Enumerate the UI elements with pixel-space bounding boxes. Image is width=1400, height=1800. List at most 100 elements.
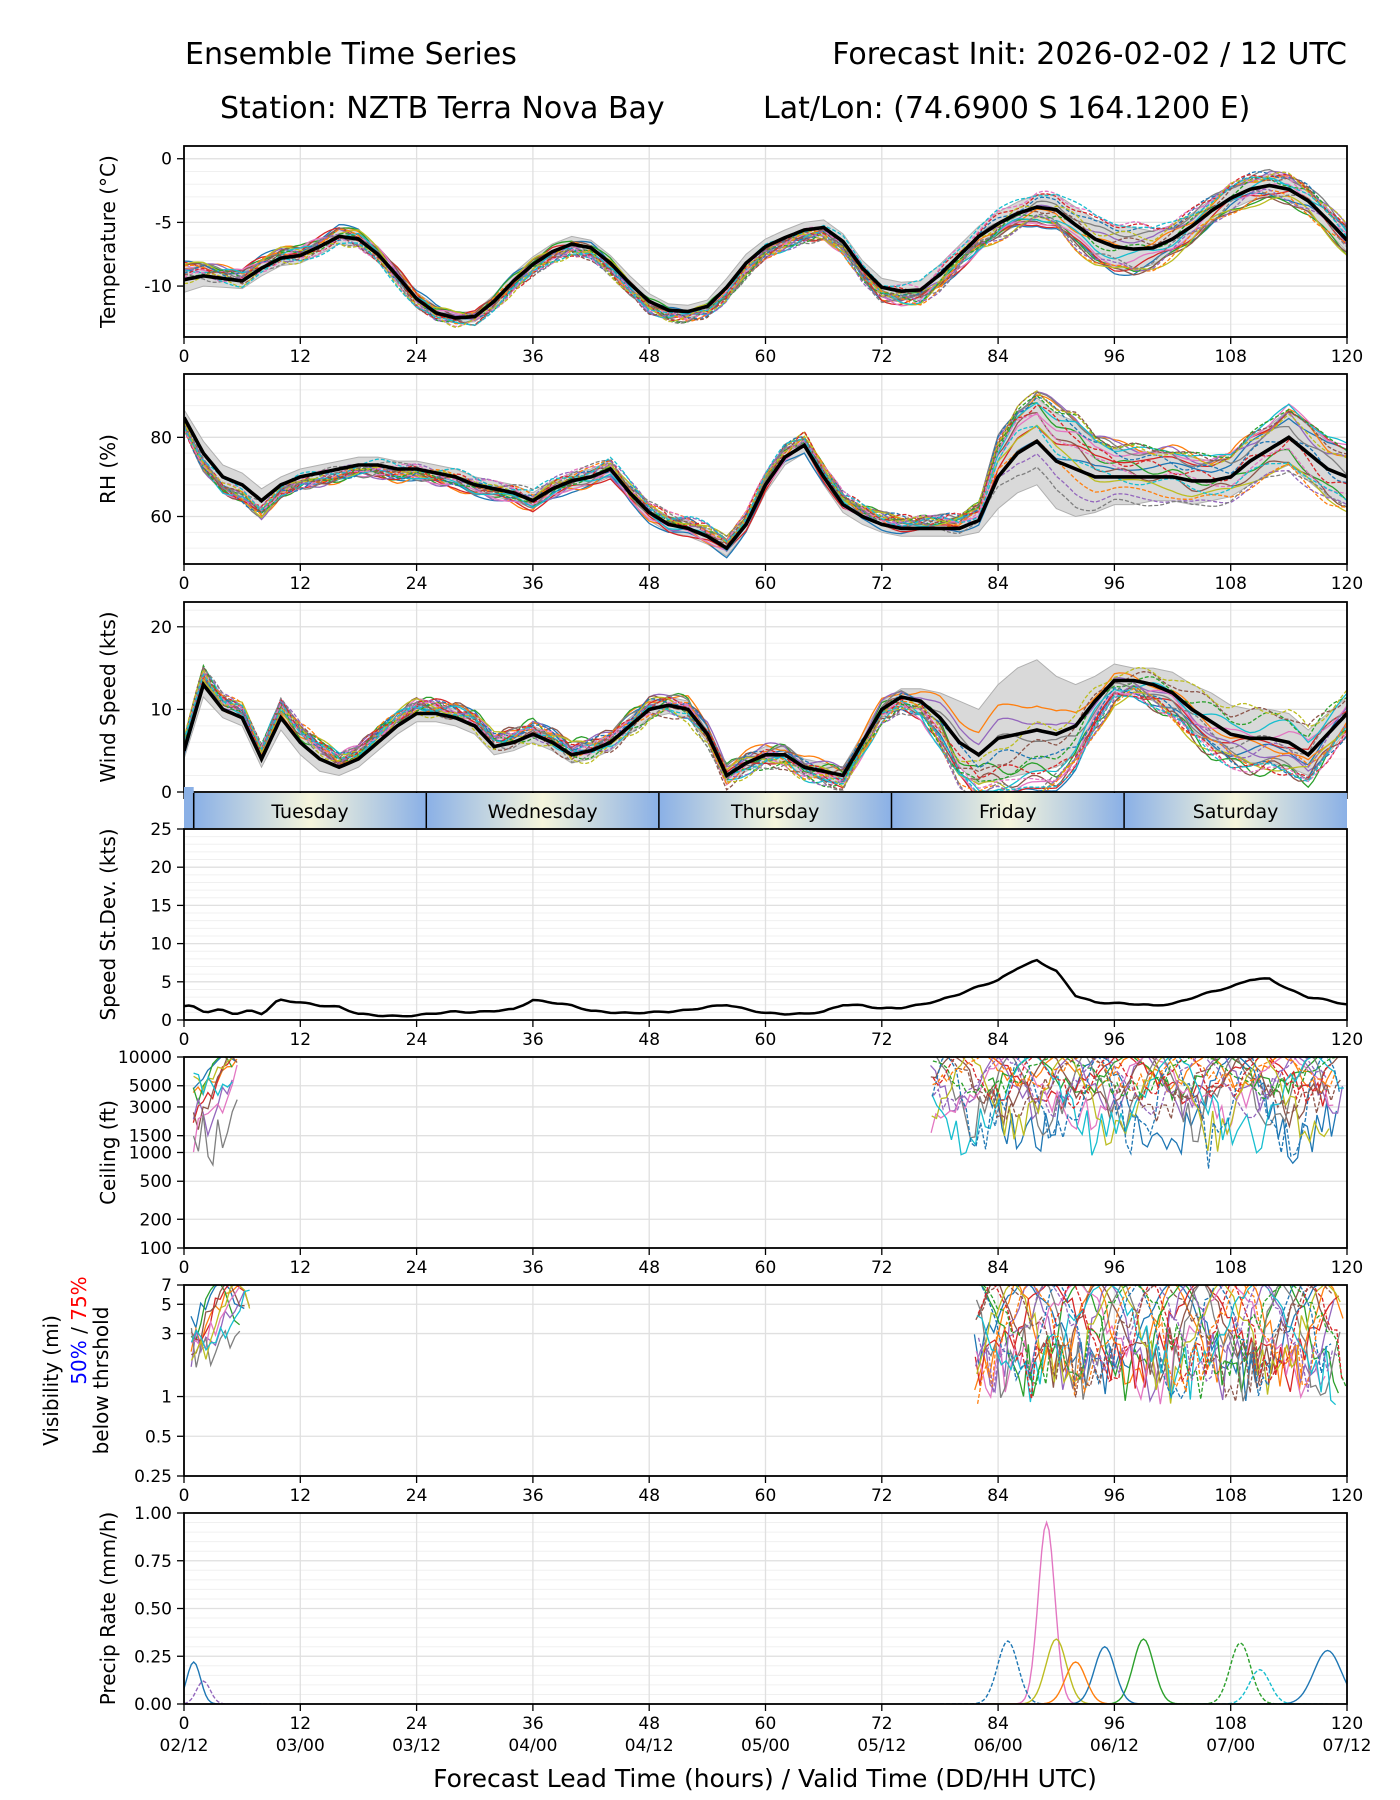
member-line: [193, 1072, 233, 1097]
valid-time-label: 06/12: [1090, 1736, 1139, 1756]
member-line: [184, 424, 1347, 537]
panel-frame: [183, 373, 1348, 565]
x-tick-label: 72: [871, 1258, 893, 1278]
ensemble-mean-line: [184, 678, 1347, 779]
y-tick-label: 1500: [129, 1127, 172, 1147]
x-tick-label: 96: [1104, 347, 1126, 367]
threshold-suffix: below thrshold: [89, 1307, 113, 1455]
plot-area-ceiling: [192, 1057, 1344, 1169]
y-axis-label: Temperature (°C): [96, 155, 120, 329]
x-tick-label: 108: [1214, 347, 1246, 367]
x-tick-label: 0: [179, 574, 190, 594]
x-tick-label: 96: [1104, 1714, 1126, 1734]
x-tick-label: 24: [406, 1030, 428, 1050]
day-band-lead: [184, 787, 194, 828]
y-tick-label: 5: [161, 973, 172, 993]
member-line: [192, 1099, 238, 1167]
x-tick-label: 0: [179, 1258, 190, 1278]
x-tick-label: 96: [1104, 1486, 1126, 1506]
x-tick-label: 36: [522, 1258, 544, 1278]
valid-time-label: 07/12: [1323, 1736, 1372, 1756]
stdev-line: [184, 958, 1347, 1018]
y-tick-label: 10: [150, 700, 172, 720]
member-line: [184, 664, 1347, 791]
member-line: [184, 673, 1347, 781]
member-line: [184, 176, 1347, 327]
x-tick-label: 108: [1214, 1030, 1246, 1050]
member-line: [977, 1285, 1343, 1400]
y-tick-label: 3: [161, 1325, 172, 1345]
x-tick-label: 60: [755, 1258, 777, 1278]
x-tick-label: 36: [522, 1486, 544, 1506]
plot-area-wind: [184, 659, 1347, 792]
y-tick-label: 20: [150, 618, 172, 638]
y-tick-label: 10: [150, 935, 172, 955]
x-tick-label: 120: [1331, 1714, 1363, 1734]
x-tick-label: 60: [755, 1714, 777, 1734]
member-line: [184, 425, 1347, 543]
x-tick-label: 72: [871, 574, 893, 594]
member-line: [184, 390, 1347, 545]
precip-member-line: [184, 1660, 262, 1704]
x-tick-label: 96: [1104, 1258, 1126, 1278]
member-line: [192, 1057, 238, 1130]
ensemble-mean-line: [184, 183, 1347, 320]
x-tick-label: 84: [987, 1714, 1009, 1734]
x-tick-label: 48: [638, 1714, 660, 1734]
x-tick-label: 48: [638, 574, 660, 594]
station-label: Station: NZTB Terra Nova Bay: [220, 91, 665, 126]
x-tick-label: 84: [987, 1030, 1009, 1050]
member-line: [976, 1285, 1337, 1406]
x-tick-label: 72: [871, 1030, 893, 1050]
precip-member-line: [1259, 1649, 1347, 1704]
y-tick-label: 0: [161, 1011, 172, 1031]
x-tick-label: 0: [179, 347, 190, 367]
panel-stdev: 25 20 15 10 5 00 12 24 36 48 60 72 84 96 108 120 Speed S…: [96, 820, 1363, 1050]
x-tick-label: 108: [1214, 574, 1246, 594]
y-tick-label: 0.25: [134, 1647, 172, 1667]
x-tick-label: 36: [522, 574, 544, 594]
x-tick-label: 24: [406, 347, 428, 367]
y-axis-label: RH (%): [96, 434, 120, 504]
x-tick-label: 84: [987, 574, 1009, 594]
valid-time-label: 03/00: [276, 1736, 325, 1756]
y-tick-label: 20: [150, 858, 172, 878]
x-tick-label: 60: [755, 574, 777, 594]
x-tick-label: 0: [179, 1714, 190, 1734]
day-cell: [658, 793, 892, 828]
x-tick-label: 96: [1104, 574, 1126, 594]
plot-area-rh: [184, 390, 1347, 559]
member-line: [184, 680, 1347, 789]
panel-frame: [183, 1056, 1348, 1249]
x-tick-label: 108: [1214, 1714, 1246, 1734]
member-line: [976, 1285, 1341, 1404]
panel-wind: 20 10 0 Wind Speed (kts): [96, 601, 1348, 803]
y-axis-label: Ceiling (ft): [96, 1100, 120, 1205]
member-line: [184, 391, 1347, 541]
panel-frame: [183, 145, 1348, 338]
panel-frame: [183, 828, 1348, 1021]
precip-member-line: [1191, 1668, 1328, 1704]
valid-time-label: 04/00: [508, 1736, 557, 1756]
y-tick-label: 100: [140, 1239, 172, 1259]
threshold-label: 50% / 75%: [67, 1276, 91, 1384]
x-tick-label: 36: [522, 347, 544, 367]
y-axis-label: Visibility (mi): [39, 1315, 63, 1446]
precip-member-line: [1036, 1645, 1173, 1704]
x-tick-label: 60: [755, 1486, 777, 1506]
member-line: [977, 1285, 1338, 1393]
y-axis-label: Speed St.Dev. (kts): [96, 828, 120, 1020]
x-tick-label: 24: [406, 1486, 428, 1506]
x-tick-label: 0: [179, 1030, 190, 1050]
y-tick-label: 0: [161, 150, 172, 170]
member-line: [184, 663, 1347, 788]
member-line: [975, 1285, 1326, 1405]
member-line: [931, 1057, 1329, 1143]
member-line: [932, 1057, 1336, 1093]
panel-frame: [183, 601, 1348, 793]
valid-time-label: 04/12: [625, 1736, 674, 1756]
x-tick-label: 36: [522, 1714, 544, 1734]
x-tick-label: 24: [406, 1714, 428, 1734]
member-line: [184, 426, 1347, 543]
